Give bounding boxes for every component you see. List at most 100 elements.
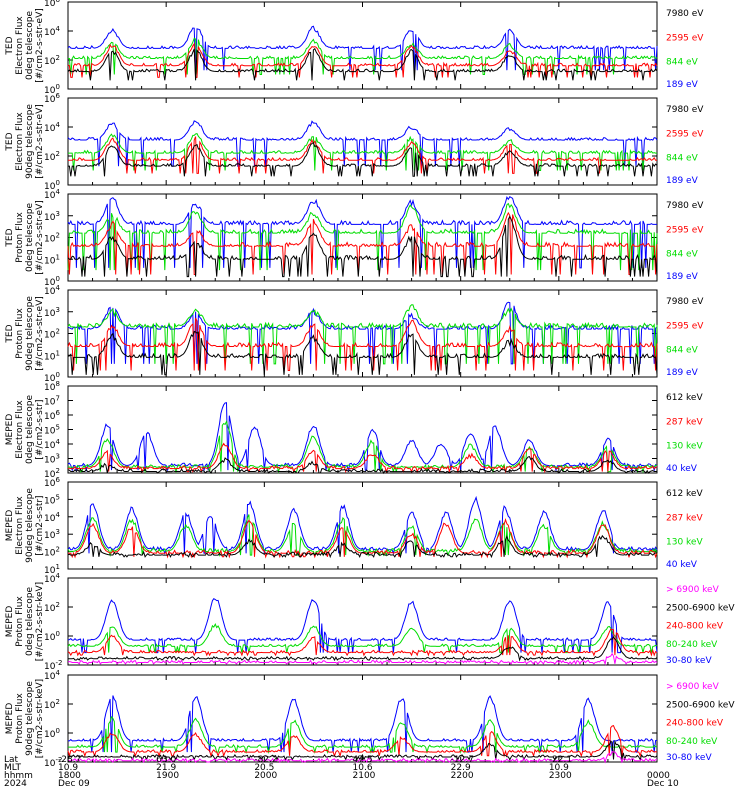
y-tick-label: 103 [44, 528, 60, 541]
series-trace-3 [67, 215, 658, 278]
y-tick-label: 106 [44, 0, 60, 9]
series-trace-3 [67, 47, 658, 81]
series-trace-3 [67, 330, 658, 376]
y-axis-label: [#/cm2-s-str] [35, 399, 45, 459]
y-tick-label: 102 [44, 546, 60, 559]
series-trace-0 [67, 195, 657, 269]
y-tick-exponent: 2 [55, 232, 59, 240]
legend-entry: 30-80 keV [666, 753, 712, 763]
legend-entry: 2595 eV [666, 129, 704, 139]
y-axis-label: MEPED [5, 606, 15, 638]
panel-frame [67, 97, 658, 186]
footer-hhmm-value: 0000 [647, 771, 670, 781]
y-tick-label: 105 [44, 424, 60, 437]
footer-lat-value: -28.7 [58, 755, 81, 765]
footer-mlt-value: 10.9 [549, 763, 569, 773]
y-axis-label: Electron Flux [15, 112, 25, 171]
series-trace-1 [68, 715, 658, 755]
y-tick-label: 104 [44, 121, 60, 134]
y-tick-exponent: 2 [55, 150, 59, 158]
y-axis-label: [#/cm2-s-str] [35, 495, 45, 555]
y-axis-label: TED [5, 228, 15, 247]
y-axis-label: [#/cm2-s-str-eV] [35, 104, 45, 179]
footer-hhmm-value: 1800 [58, 771, 81, 781]
y-tick-label: 105 [44, 493, 60, 506]
panel-frame [67, 674, 658, 763]
legend-entry: 240-800 keV [666, 719, 724, 729]
series-trace-4 [67, 652, 658, 666]
y-tick-exponent: 8 [55, 380, 59, 388]
footer-mlt-value: 10.6 [353, 763, 373, 773]
y-tick-exponent: 0 [55, 727, 59, 735]
series-trace-3 [67, 456, 657, 475]
legend-entry: 844 eV [666, 250, 699, 260]
y-axis-label: 90deg telescope [25, 488, 35, 563]
y-tick-exponent: 5 [55, 424, 59, 432]
series-trace-3 [68, 739, 658, 762]
y-tick-label: 101 [44, 349, 60, 362]
footer-row-label: 2024 [4, 779, 27, 789]
y-tick-label: 102 [44, 54, 60, 67]
y-tick-exponent: 2 [55, 546, 59, 554]
series-trace-4 [67, 750, 658, 764]
y-tick-exponent: 2 [55, 328, 59, 336]
y-tick-exponent: 2 [55, 601, 59, 609]
y-tick-label: 100 [44, 727, 60, 740]
y-tick-exponent: 3 [55, 528, 59, 536]
y-axis-label: 0deg telescope [25, 11, 35, 81]
footer-mlt-value: 22.9 [451, 763, 471, 773]
y-tick-label: 100 [44, 630, 60, 643]
panel-frame [67, 1, 658, 90]
y-tick-label: 106 [44, 409, 60, 422]
series-trace-2 [67, 42, 658, 78]
series-trace-2 [67, 317, 658, 371]
series-trace-3 [68, 141, 658, 177]
y-axis-label: Electron Flux [15, 16, 25, 75]
y-tick-exponent: -2 [55, 756, 62, 764]
y-tick-label: 101 [44, 253, 60, 266]
y-axis-label: MEPED [5, 414, 15, 446]
footer-date-start: Dec 09 [58, 779, 90, 789]
legend-entry: 130 keV [666, 442, 703, 452]
series-trace-3 [67, 534, 658, 559]
series-trace-0 [67, 301, 658, 365]
series-trace-2 [67, 211, 658, 275]
y-axis-label: Electron Flux [15, 496, 25, 555]
y-tick-label: 102 [44, 150, 60, 163]
series-trace-1 [68, 37, 658, 75]
y-tick-exponent: 4 [55, 25, 60, 33]
legend-entry: 2500-6900 keV [666, 700, 735, 710]
y-tick-exponent: 2 [55, 467, 59, 475]
y-tick-label: 102 [44, 698, 60, 711]
y-axis-label: TED [5, 132, 15, 151]
footer-hhmm-value: 2300 [549, 771, 572, 781]
series-trace-2 [67, 442, 658, 474]
series-trace-3 [68, 636, 658, 662]
series-trace-1 [67, 514, 658, 558]
y-tick-exponent: -2 [55, 659, 62, 667]
y-tick-exponent: 6 [55, 409, 60, 417]
y-tick-exponent: 4 [55, 121, 60, 129]
series-trace-2 [67, 724, 658, 758]
legend-entry: 40 keV [666, 464, 698, 474]
y-tick-exponent: 4 [55, 511, 60, 519]
y-axis-label: [#/cm2-s-str-eV] [35, 200, 45, 275]
y-tick-exponent: 3 [55, 210, 59, 218]
legend-entry: > 6900 keV [666, 682, 720, 692]
legend-entry: 7980 eV [666, 201, 704, 211]
y-tick-label: 107 [44, 395, 60, 408]
footer-mlt-value: 20.5 [254, 763, 274, 773]
y-tick-label: 102 [44, 601, 60, 614]
y-tick-exponent: 6 [55, 92, 60, 100]
y-axis-label: 0deg telescope [25, 395, 35, 465]
y-axis-label: 0deg telescope [25, 203, 35, 273]
series-trace-0 [67, 495, 658, 556]
y-tick-label: 102 [44, 232, 60, 245]
y-axis-label: MEPED [5, 510, 15, 542]
y-axis-label: 90deg telescope [25, 104, 35, 179]
y-axis-label: [#/cm2-s-str-keV] [35, 679, 45, 758]
y-tick-exponent: 1 [55, 563, 59, 571]
y-tick-exponent: 4 [55, 438, 60, 446]
